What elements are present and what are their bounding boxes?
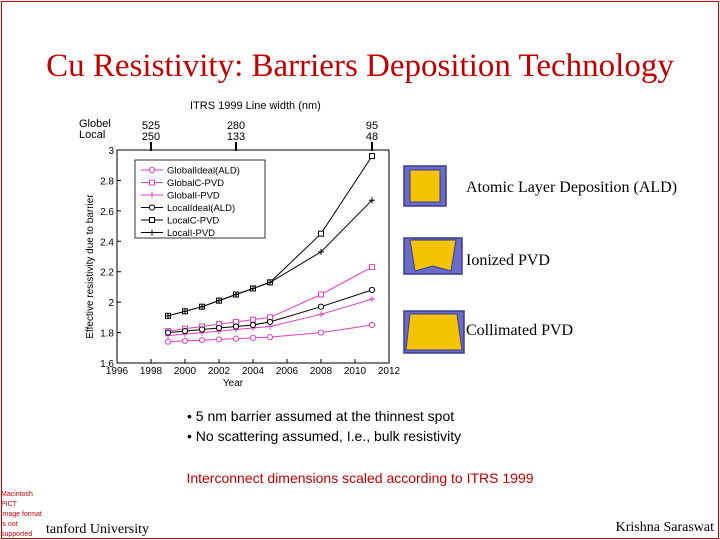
y-tick-label: 2.4: [100, 237, 114, 248]
data-point: [266, 318, 274, 326]
data-point: [164, 329, 172, 336]
data-point: [318, 311, 324, 318]
top-axis-title: ITRS 1999 Line width (nm): [190, 100, 321, 112]
x-tick-label: 2010: [344, 366, 367, 377]
data-point: [249, 334, 257, 341]
y-tick-label: 2.2: [100, 268, 114, 279]
legend-marker: [149, 179, 155, 186]
data-point: [198, 337, 206, 344]
y-tick-label: 1.6: [100, 359, 114, 370]
data-point: [266, 334, 274, 341]
data-point: [317, 303, 325, 310]
legend-label: LocalC-PVD: [167, 216, 219, 227]
legend-label: LocalI-PVD: [167, 228, 215, 239]
data-point: [369, 264, 375, 271]
footer-university: tanford University: [46, 522, 150, 537]
series-globalideal-ald-: [164, 321, 376, 345]
data-point: [164, 338, 172, 345]
bullet-list: • 5 nm barrier assumed at the thinnest s…: [187, 406, 461, 446]
ionized-pvd-trench-icon: [403, 237, 463, 275]
series-locali-pvd: [165, 197, 375, 319]
data-point: [368, 321, 376, 329]
legend-marker: [149, 192, 155, 198]
data-point: [369, 153, 375, 160]
data-point: [369, 197, 375, 204]
legend-marker: [149, 217, 155, 223]
label-collimated-pvd: Collimated PVD: [466, 322, 574, 339]
x-tick-label: 1996: [106, 366, 129, 377]
data-point: [198, 326, 206, 333]
y-tick-label: 2.8: [100, 176, 114, 187]
slide-title: Cu Resistivity: Barriers Deposition Tech…: [46, 48, 674, 84]
data-point: [165, 312, 171, 319]
data-point: [368, 286, 376, 294]
data-point: [215, 336, 223, 343]
collimated-pvd-trench-icon: [403, 310, 465, 354]
ald-trench-icon: [403, 165, 447, 207]
data-point: [215, 324, 223, 332]
data-point: [199, 303, 205, 310]
x-tick-label: 2000: [174, 366, 197, 377]
top-tick-globel-label: 280: [227, 120, 245, 132]
top-tick-local-label: 250: [142, 131, 160, 143]
legend-label: GlobalC-PVD: [167, 178, 224, 189]
legend-marker: [149, 229, 155, 236]
x-tick-label: 2012: [378, 366, 401, 377]
chart-legend: GlobalIdeal(ALD)GlobalC-PVDGlobalI-PVDLo…: [134, 159, 266, 239]
x-tick-label: 2004: [242, 366, 265, 377]
legend-label: LocalIdeal(ALD): [167, 203, 235, 214]
x-axis-label: Year: [223, 378, 244, 389]
label-ald: Atomic Layer Deposition (ALD): [466, 179, 678, 196]
data-point: [318, 230, 324, 237]
data-point: [267, 279, 273, 286]
x-tick-label: 2002: [208, 366, 231, 377]
data-point: [182, 308, 188, 315]
data-point: [250, 285, 256, 292]
x-tick-label: 2006: [276, 366, 299, 377]
label-ionized-pvd: Ionized PVD: [466, 252, 550, 269]
top-row-label-local: Local: [79, 129, 106, 141]
data-point: [317, 329, 325, 336]
data-point: [181, 327, 189, 335]
data-point: [249, 321, 257, 329]
legend-marker: [148, 204, 156, 211]
data-point: [318, 291, 324, 298]
data-point: [232, 335, 240, 342]
data-point: [318, 248, 324, 255]
data-point: [216, 297, 222, 304]
data-point: [181, 337, 189, 345]
data-point: [232, 323, 240, 330]
series-localideal-ald-: [164, 286, 376, 336]
top-tick-local-label: 133: [227, 131, 245, 143]
y-tick-label: 3: [108, 146, 114, 157]
y-tick-label: 2: [108, 298, 114, 309]
footer-author: Krishna Saraswat: [615, 520, 714, 535]
bullet-item: • 5 nm barrier assumed at the thinnest s…: [187, 408, 455, 424]
top-row-label-globel: Globel: [79, 118, 111, 130]
y-tick-label: 1.8: [100, 329, 114, 340]
legend-label: GlobalIdeal(ALD): [167, 166, 240, 177]
top-tick-local-label: 48: [366, 131, 378, 143]
y-tick-label: 2.6: [100, 207, 114, 218]
unsupported-image-placeholder: Macintosh PICT image format is not suppo…: [1, 491, 42, 538]
data-point: [233, 291, 239, 298]
legend-box: [134, 159, 266, 239]
top-tick-globel-label: 95: [366, 120, 378, 132]
scaling-note: Interconnect dimensions scaled according…: [186, 470, 534, 486]
bullet-item: • No scattering assumed, I.e., bulk resi…: [187, 428, 462, 444]
x-tick-label: 2008: [310, 366, 333, 377]
y-axis-label: Effective resistivity due to barrier: [85, 194, 96, 339]
data-point: [369, 296, 375, 303]
x-tick-label: 1998: [140, 366, 163, 377]
top-tick-globel-label: 525: [142, 120, 160, 132]
legend-marker: [148, 166, 156, 174]
legend-label: GlobalI-PVD: [167, 191, 220, 202]
